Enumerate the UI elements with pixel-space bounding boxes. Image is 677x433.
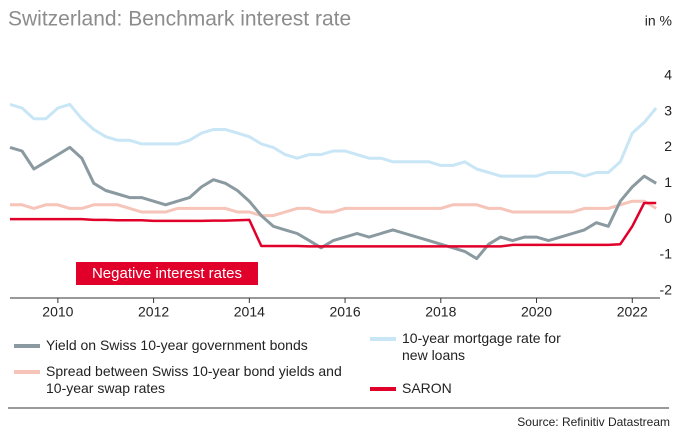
legend-swatch — [370, 337, 396, 341]
x-tick-label: 2022 — [617, 304, 648, 320]
y-tick-label: 1 — [664, 174, 672, 190]
legend-label: SARON — [402, 380, 452, 396]
legend-item: Spread between Swiss 10-year bond yields… — [14, 363, 344, 397]
series-line — [10, 199, 657, 218]
x-tick-label: 2020 — [521, 304, 552, 320]
annotation-box — [76, 262, 258, 285]
legend-label: Spread between Swiss 10-year bond yields… — [46, 363, 342, 396]
legend-swatch — [370, 387, 396, 391]
legend-swatch — [14, 370, 40, 374]
x-tick-label: 2010 — [42, 304, 73, 320]
series-line — [10, 201, 657, 248]
x-tick-label: 2012 — [138, 304, 169, 320]
y-tick-label: 3 — [664, 102, 672, 118]
y-tick-label: -2 — [660, 282, 673, 298]
chart-title: Switzerland: Benchmark interest rate — [8, 8, 351, 31]
legend-item: SARON — [370, 380, 580, 397]
legend-item: Yield on Swiss 10-year government bonds — [14, 337, 344, 354]
y-unit: in % — [645, 13, 672, 29]
legend-label: 10-year mortgage rate for new loans — [402, 330, 561, 363]
y-tick-label: 0 — [664, 210, 672, 226]
series-line — [9, 102, 658, 178]
x-tick-label: 2016 — [329, 304, 360, 320]
y-tick-label: 4 — [664, 66, 672, 82]
x-tick-label: 2014 — [234, 304, 265, 320]
legend-item: 10-year mortgage rate for new loans — [370, 330, 580, 364]
annotation: Negative interest rates — [92, 265, 242, 282]
source: Source: Refinitiv Datastream — [517, 415, 670, 429]
x-tick-label: 2018 — [425, 304, 456, 320]
series-line — [9, 145, 657, 261]
legend-label: Yield on Swiss 10-year government bonds — [46, 337, 308, 353]
y-tick-label: -1 — [660, 246, 673, 262]
y-tick-label: 2 — [664, 138, 672, 154]
legend-swatch — [14, 344, 40, 348]
